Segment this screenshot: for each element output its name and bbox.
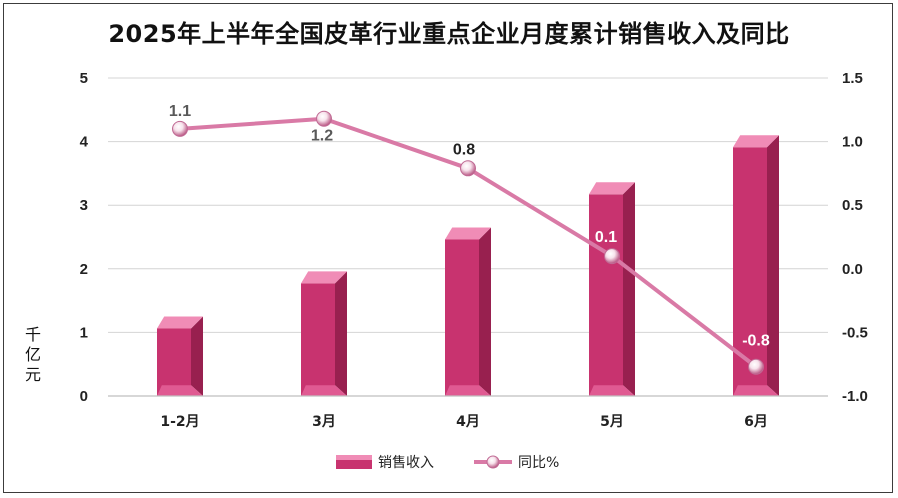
y-tick-label: 2 (80, 261, 88, 278)
y-tick-label: 4 (80, 134, 89, 151)
bar-base (589, 385, 635, 396)
bar-base (301, 385, 347, 396)
legend-label-bar: 销售收入 (378, 455, 434, 471)
line-point (316, 110, 332, 127)
bar-side (335, 271, 347, 396)
line-point (748, 358, 764, 375)
bar-top (157, 316, 203, 329)
bar (301, 271, 347, 396)
bar-base (157, 385, 203, 396)
x-tick-label: 1-2月 (160, 414, 199, 430)
data-label: -0.8 (742, 333, 770, 350)
x-tick-label: 4月 (456, 414, 480, 430)
y-tick-label: 0 (80, 388, 88, 405)
bar-side (767, 135, 779, 397)
data-label: 1.2 (311, 128, 333, 145)
data-label: 0.1 (595, 229, 617, 246)
y2-tick-label: 0.5 (842, 197, 863, 214)
y-tick-label: 5 (80, 70, 88, 87)
line-point (460, 160, 476, 177)
data-label: 1.1 (169, 103, 191, 120)
bar-side (191, 316, 203, 396)
y-tick-label: 3 (80, 197, 88, 214)
bar (157, 316, 203, 396)
bar-top (301, 271, 347, 284)
chart-title: 2025年上半年全国皮革行业重点企业月度累计销售收入及同比 (108, 20, 790, 48)
line-point (604, 248, 620, 265)
y2-tick-label: 1.5 (842, 70, 863, 87)
line-point (172, 120, 188, 137)
bar-top (445, 227, 491, 240)
y2-tick-label: -0.5 (842, 324, 868, 341)
y2-tick-label: -1.0 (842, 388, 868, 405)
bar (445, 227, 491, 396)
y-axis-label: 千亿元 (25, 325, 41, 384)
bar-side (623, 182, 635, 396)
bar (733, 135, 779, 397)
x-tick-label: 5月 (600, 414, 624, 430)
bar-front (589, 194, 623, 396)
bar-front (733, 147, 767, 396)
bar-top (733, 135, 779, 148)
data-label: 0.8 (453, 141, 475, 158)
bar (589, 182, 635, 396)
y2-tick-label: 0.0 (842, 261, 863, 278)
y-tick-label: 1 (80, 324, 88, 341)
x-tick-label: 3月 (312, 414, 336, 430)
bar-top (589, 182, 635, 195)
bar-front (157, 328, 191, 396)
y2-tick-label: 1.0 (842, 134, 863, 151)
x-tick-label: 6月 (744, 414, 768, 430)
legend-item-bar: 销售收入 (336, 455, 434, 471)
legend-item-line: 同比% (474, 455, 559, 471)
bar-base (445, 385, 491, 396)
legend-label-line: 同比% (518, 455, 559, 471)
legend-swatch-bar-top (336, 455, 372, 460)
legend-swatch-marker (486, 455, 500, 469)
bar-front (301, 283, 335, 396)
bar-base (733, 385, 779, 396)
bar-side (479, 227, 491, 396)
bar-front (445, 239, 479, 396)
